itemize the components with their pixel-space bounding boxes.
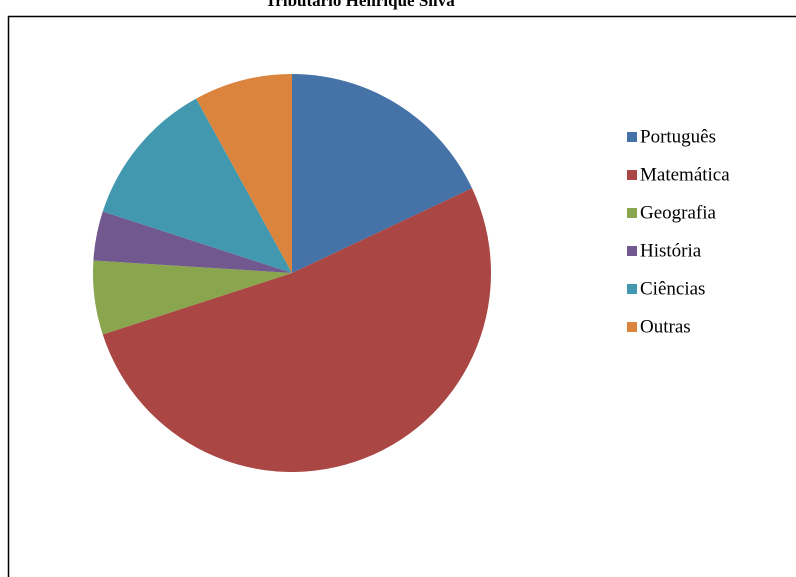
legend-label: Ciências <box>640 278 705 299</box>
legend-swatch <box>627 170 637 180</box>
legend-swatch <box>627 132 637 142</box>
legend-label: Geografia <box>640 202 717 223</box>
legend-swatch <box>627 322 637 332</box>
legend-label: Português <box>640 126 716 147</box>
pie-slice <box>196 74 292 273</box>
pie-slice <box>93 260 292 335</box>
legend-label: Matemática <box>640 164 730 185</box>
legend-swatch <box>627 208 637 218</box>
pie-slice <box>102 188 491 472</box>
pie-slice <box>93 211 293 273</box>
pie-slice <box>292 74 473 273</box>
legend-label: História <box>640 240 702 261</box>
legend-swatch <box>627 246 637 256</box>
chart-title: Tributário Henrique Silva <box>265 0 455 10</box>
legend-swatch <box>627 284 637 294</box>
legend-label: Outras <box>640 316 691 337</box>
pie-slice <box>102 98 293 274</box>
